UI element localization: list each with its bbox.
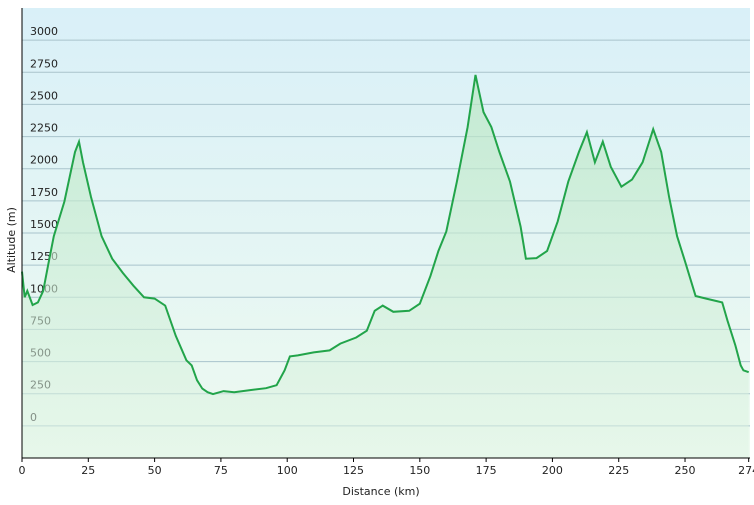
x-tick-label: 25: [81, 464, 95, 477]
x-tick-label: 75: [214, 464, 228, 477]
y-tick-label: 2000: [30, 154, 58, 167]
profile-line: [21, 74, 750, 396]
y-tick-label: 2500: [30, 89, 58, 102]
x-tick-label: 100: [277, 464, 298, 477]
y-tick-label: 1500: [30, 218, 58, 231]
x-tick-label: 225: [608, 464, 629, 477]
x-tick-label: 274: [738, 464, 754, 477]
x-tick-label: 250: [675, 464, 696, 477]
x-tick-label: 50: [148, 464, 162, 477]
x-tick-label: 200: [542, 464, 563, 477]
y-axis-label: Altitude (m): [5, 207, 18, 273]
x-tick-label: 125: [343, 464, 364, 477]
x-tick-label: 175: [476, 464, 497, 477]
x-tick-label: 0: [19, 464, 26, 477]
y-tick-label: 2250: [30, 122, 58, 135]
y-tick-label: 3000: [30, 25, 58, 38]
x-axis-label: Distance (km): [342, 485, 419, 498]
y-tick-label: 1750: [30, 186, 58, 199]
area: [22, 74, 749, 459]
y-tick-label: 2750: [30, 57, 58, 70]
x-tick-label: 150: [409, 464, 430, 477]
